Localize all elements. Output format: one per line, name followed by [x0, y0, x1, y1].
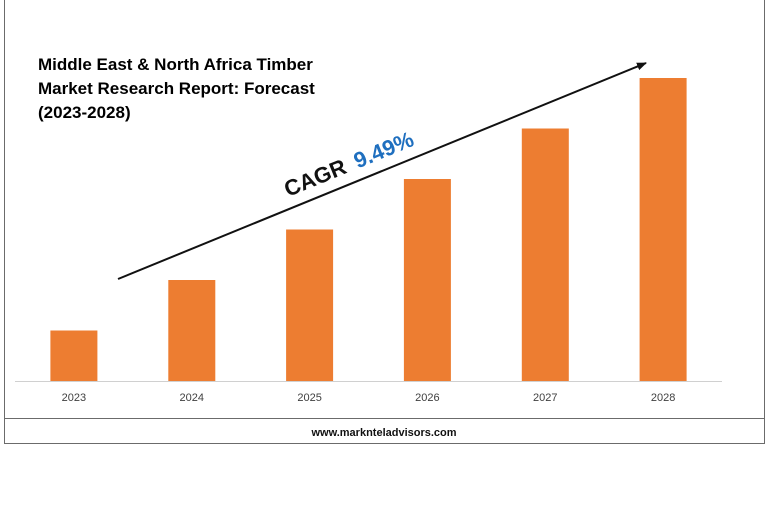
x-tick-label-2028: 2028	[651, 392, 675, 404]
trend-arrow	[117, 62, 647, 280]
x-tick-label-2027: 2027	[533, 392, 557, 404]
title-line-1: Middle East & North Africa Timber	[38, 55, 313, 74]
bar-2026	[403, 179, 451, 381]
chart-title: Middle East & North Africa Timber Market…	[38, 55, 315, 122]
x-tick-labels: 2023 2024 2025 2026 2027 2028	[62, 392, 676, 404]
bar-2027	[521, 128, 569, 381]
x-tick-label-2025: 2025	[297, 392, 321, 404]
cagr-value: 9.49%	[350, 126, 417, 173]
title-line-3: (2023-2028)	[38, 103, 131, 122]
chart-frame	[4, 0, 765, 444]
bar-2025	[286, 229, 334, 381]
source-url: www.marknteladvisors.com	[310, 427, 456, 439]
x-tick-label-2026: 2026	[415, 392, 439, 404]
bars-group	[50, 78, 687, 381]
bar-2024	[168, 280, 216, 381]
bar-2023	[50, 330, 98, 381]
bar-2028	[639, 78, 687, 381]
cagr-label: CAGR	[280, 154, 350, 202]
x-tick-label-2024: 2024	[180, 392, 204, 404]
title-line-2: Market Research Report: Forecast	[38, 79, 315, 98]
x-tick-label-2023: 2023	[62, 392, 86, 404]
